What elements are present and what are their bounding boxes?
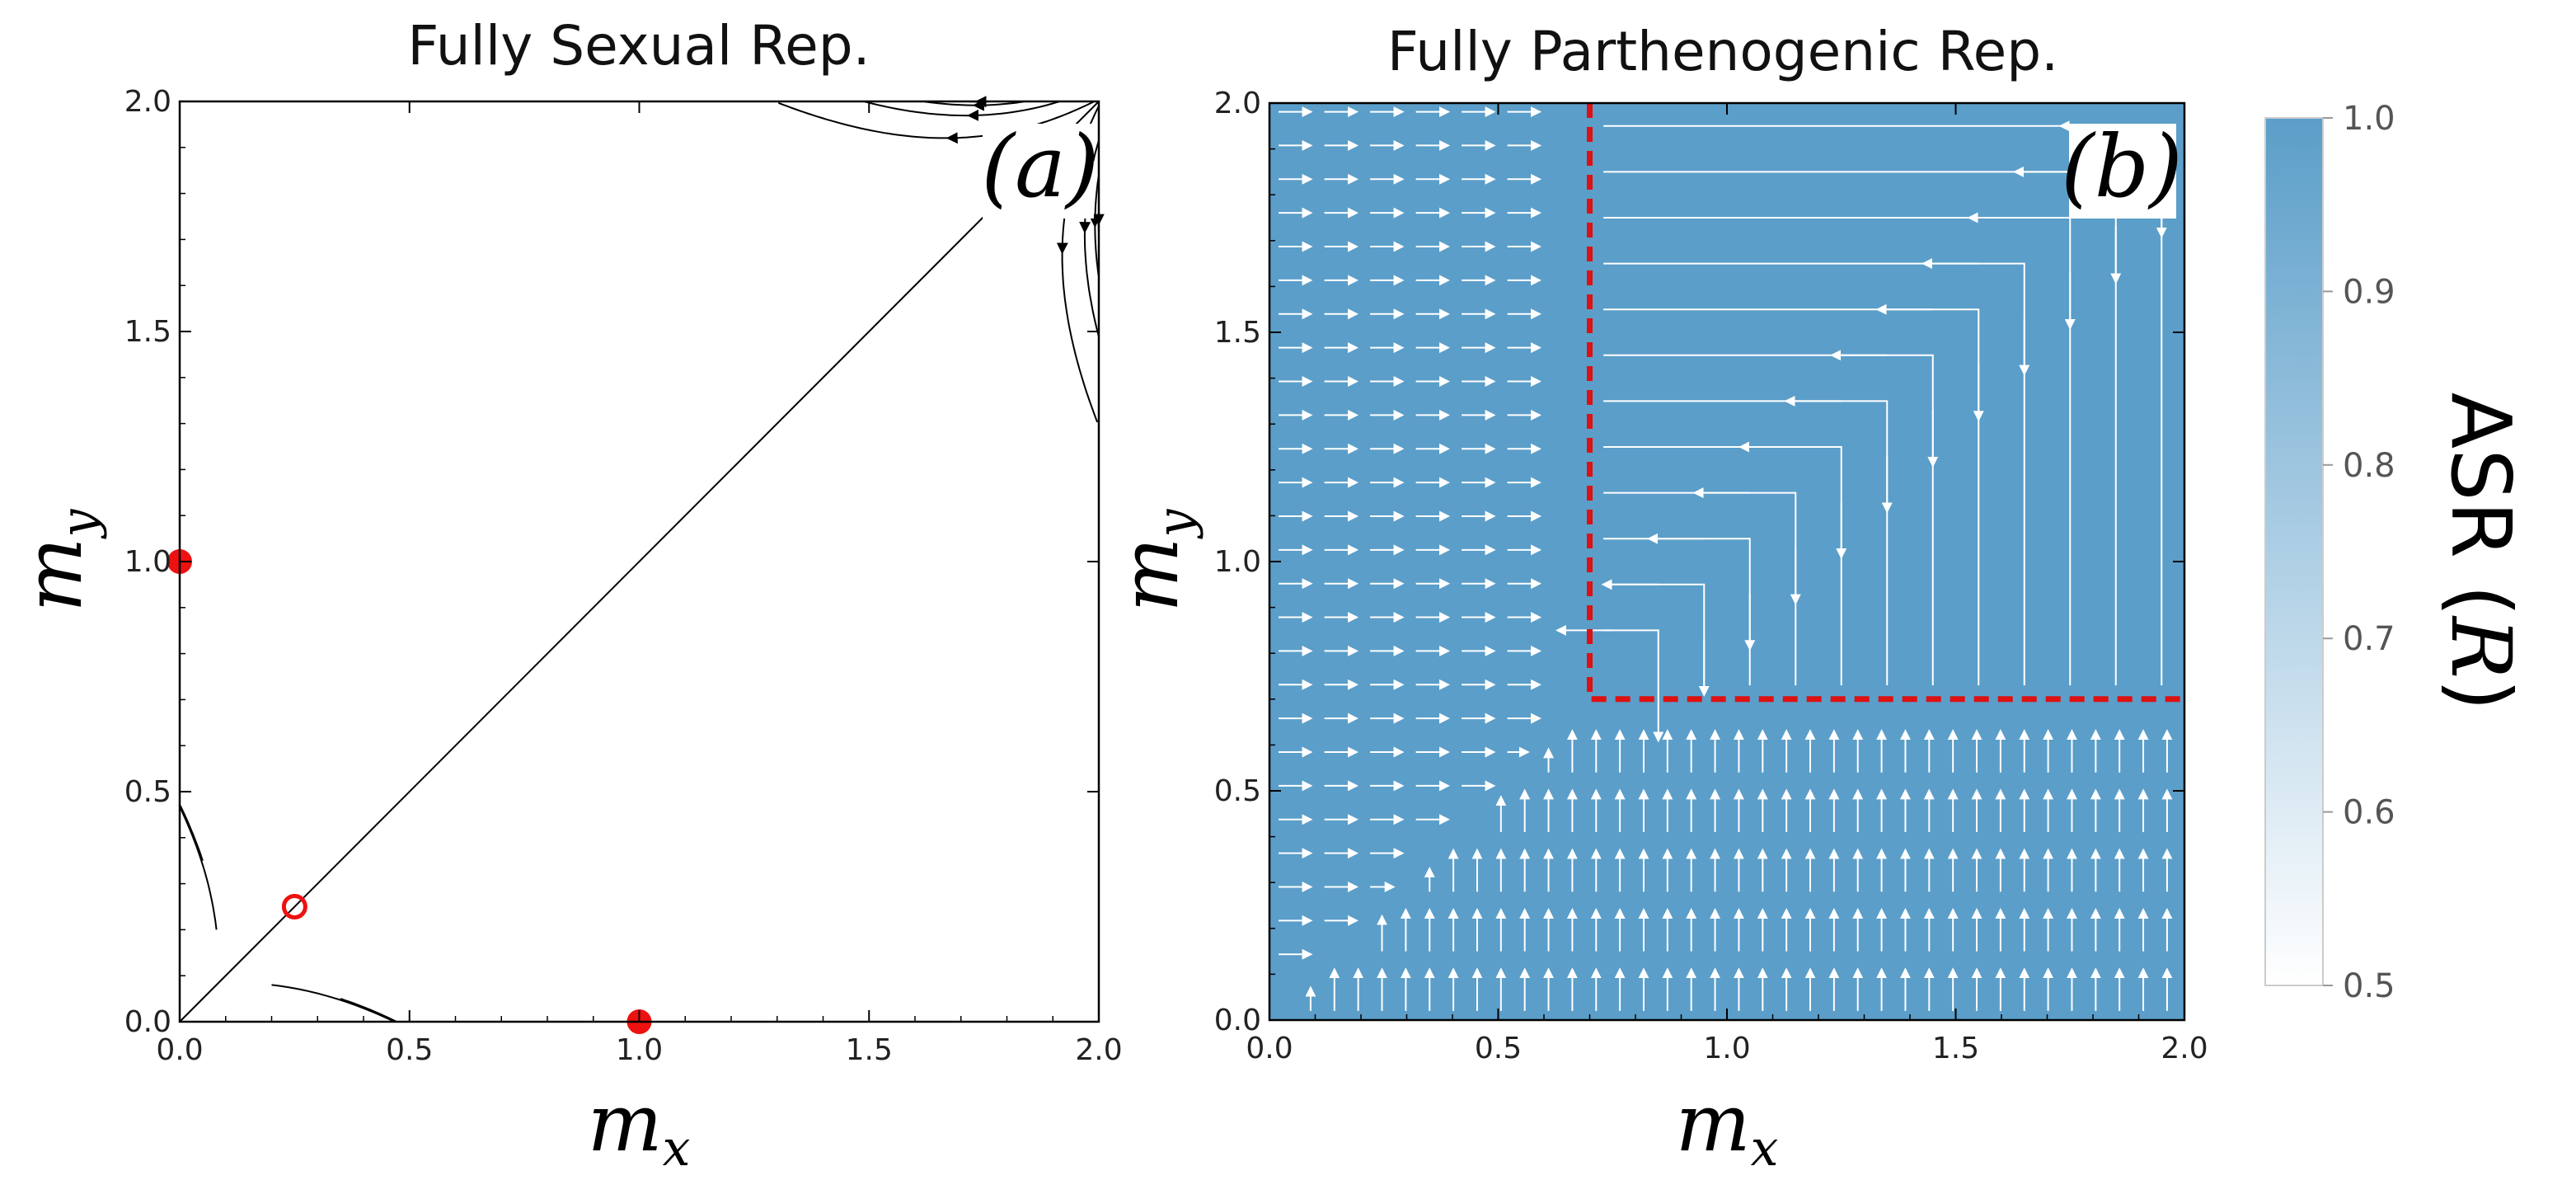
colorbar-tick-label: 0.8 (2343, 447, 2395, 485)
streamline (1603, 262, 2025, 686)
panel-b-ytick-label: 2.0 (1214, 87, 1261, 120)
panel-b-xlabel-base: m (1676, 1077, 1751, 1169)
colorbar-tick-label: 1.0 (2343, 100, 2395, 138)
panel-b-label-box (2069, 124, 2176, 219)
threshold-boundary (1587, 103, 2184, 703)
streamline (271, 984, 395, 1023)
colorbar-gradient (2265, 118, 2323, 985)
panel-b-xtick-label: 0.0 (1246, 1032, 1293, 1065)
panel-b-ytick-label: 1.0 (1214, 545, 1261, 579)
colorbar-label-symbol: R (2433, 615, 2529, 679)
panel-a: Fully Sexual Rep. 0.0 0.5 1.0 1.5 2.0 0.0 0.5 1… (7, 14, 1123, 1178)
colorbar-tick-label: 0.6 (2343, 794, 2395, 832)
panel-b: Fully Parthenogenic Rep. 0.0 0.5 1.0 1.5 2.0… (1104, 20, 2208, 1178)
panel-a-xtick-label: 1.5 (846, 1033, 893, 1067)
colorbar-ticks: 0.5 0.6 0.7 0.8 0.9 1.0 (2323, 100, 2395, 1005)
colorbar-tick-label: 0.9 (2343, 273, 2395, 311)
panel-b-ticks: 0.0 0.5 1.0 1.5 2.0 0.0 0.5 1.0 1.5 2.0 (1214, 87, 2208, 1065)
unstable-point (281, 894, 307, 919)
panel-b-xtick-label: 1.0 (1703, 1032, 1750, 1065)
panel-a-ticks: 0.0 0.5 1.0 1.5 2.0 0.0 0.5 1.0 1.5 2.0 (124, 85, 1123, 1067)
panel-a-ytick-label: 1.0 (124, 545, 171, 579)
panel-b-title: Fully Parthenogenic Rep. (1387, 20, 2058, 83)
streamline (179, 805, 204, 862)
panel-a-xtick-label: 1.0 (616, 1033, 663, 1067)
panel-b-xlabel: mx (1676, 1077, 1779, 1178)
colorbar-frame (2264, 117, 2324, 986)
panel-b-xtick-label: 0.5 (1475, 1032, 1522, 1065)
colorbar: 0.5 0.6 0.7 0.8 0.9 1.0 ASR (R) (2264, 100, 2529, 1005)
panel-a-xtick-label: 2.0 (1075, 1033, 1122, 1067)
streamline (340, 998, 396, 1023)
streamline (777, 101, 1095, 139)
panel-b-ytick-label: 1.5 (1214, 316, 1261, 350)
panel-a-xtick-label: 0.0 (156, 1033, 203, 1067)
panel-b-ylabel-base: m (1104, 537, 1196, 612)
streamline (1603, 354, 1934, 686)
panel-a-label-box (983, 124, 1094, 219)
panel-a-ytick-label: 0.5 (124, 775, 171, 809)
panel-a-ylabel: my (7, 508, 108, 612)
streamline (1603, 400, 1889, 686)
panel-b-xtick-label: 2.0 (2161, 1032, 2208, 1065)
colorbar-tick-label: 0.5 (2343, 967, 2395, 1005)
panel-a-title: Fully Sexual Rep. (407, 14, 870, 78)
colorbar-label-close: ) (2433, 679, 2529, 711)
panel-a-label: (a) (981, 116, 1099, 217)
colorbar-label-text: ASR ( (2433, 393, 2529, 617)
panel-a-xlabel: mx (588, 1077, 691, 1178)
panel-a-ytick-label: 2.0 (124, 85, 171, 119)
panel-b-xtick-label: 1.5 (1932, 1032, 1979, 1065)
streamline (1603, 446, 1842, 686)
panel-b-heatmap (1269, 103, 2184, 1020)
panel-b-ylabel: my (1104, 508, 1204, 612)
colorbar-tick-label: 0.7 (2343, 620, 2395, 658)
colorbar-label: ASR (R) (2433, 393, 2529, 711)
panel-a-xtick-label: 0.5 (386, 1033, 433, 1067)
panel-b-xlabel-sub: x (1751, 1120, 1779, 1178)
panel-a-ylabel-sub: y (50, 508, 108, 539)
streamline (1603, 308, 1980, 686)
panel-a-ytick-label: 0.0 (124, 1005, 171, 1039)
streamline (864, 101, 1060, 117)
panel-a-ytick-label: 1.5 (124, 315, 171, 349)
separatrix-line (179, 101, 1100, 1023)
panel-b-ytick-label: 0.0 (1214, 1004, 1261, 1037)
streamline (179, 806, 218, 930)
streamline (1603, 491, 1797, 686)
streamline (1603, 629, 1659, 686)
panel-a-xlabel-base: m (588, 1077, 663, 1169)
panel-b-ytick-label: 0.5 (1214, 774, 1261, 808)
panel-b-label: (b) (2061, 116, 2183, 217)
panel-a-xlabel-sub: x (663, 1120, 691, 1178)
panel-b-ylabel-sub: y (1147, 508, 1204, 539)
panel-a-ylabel-base: m (7, 537, 100, 612)
